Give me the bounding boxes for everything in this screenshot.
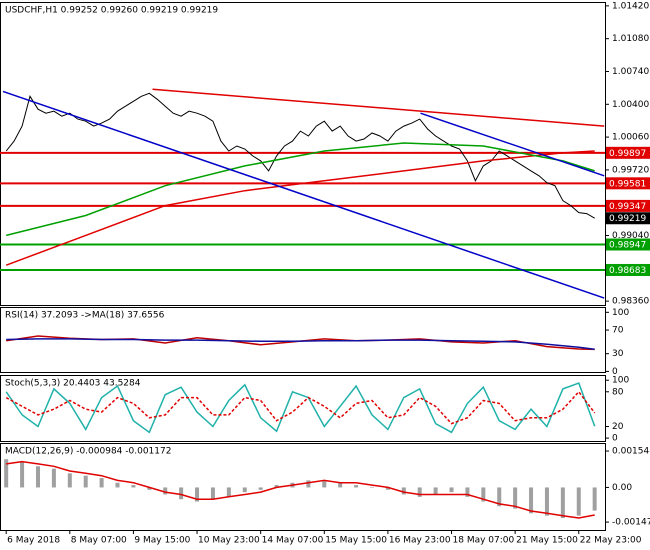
histogram-bar — [544, 487, 549, 516]
histogram-bar — [481, 487, 486, 502]
histogram-bar — [163, 487, 168, 495]
level-label: 0.99347 — [609, 202, 646, 212]
histogram-bar — [115, 482, 120, 488]
level-label: 0.99581 — [609, 179, 646, 189]
y-tick-label: 1.01080 — [612, 34, 649, 44]
y-tick-label: 0.99040 — [612, 231, 649, 241]
series-line — [6, 460, 595, 519]
panel-title: USDCHF,H1 0.99252 0.99260 0.99219 0.9921… — [5, 6, 218, 16]
last-price-label: 0.99219 — [609, 214, 646, 224]
histogram-bar — [4, 459, 9, 488]
x-tick-label: 15 May 15:00 — [325, 536, 387, 546]
histogram-bar — [385, 487, 390, 490]
series-line — [5, 390, 596, 425]
panel-title: Stoch(5,3,3) 20.4403 43.5284 — [5, 379, 141, 389]
histogram-bar — [99, 478, 104, 488]
x-tick-label: 6 May 2018 — [7, 536, 60, 546]
x-tick-label: 16 May 23:00 — [389, 536, 451, 546]
level-tag — [606, 263, 650, 276]
panel-frame — [0, 375, 606, 442]
histogram-bar — [306, 480, 311, 488]
x-tick-label: 22 May 23:00 — [580, 536, 642, 546]
series-line — [6, 142, 595, 237]
panel-title: RSI(14) 37.2093 ->MA(18) 37.6556 — [5, 311, 165, 321]
level-tag — [606, 177, 650, 190]
histogram-bar — [147, 487, 152, 490]
histogram-bar — [369, 487, 374, 488]
panel-frame — [0, 443, 606, 531]
histogram-bar — [258, 487, 263, 490]
level-label: 0.98683 — [609, 266, 646, 276]
histogram-bar — [465, 487, 470, 497]
histogram-bar — [592, 487, 597, 511]
series-line — [6, 338, 595, 350]
y-tick-label: 1.00740 — [612, 67, 649, 77]
histogram-bar — [401, 487, 406, 495]
histogram-bar — [35, 466, 40, 488]
x-tick-label: 9 May 15:00 — [134, 536, 190, 546]
level-label: 0.98947 — [609, 240, 646, 250]
histogram-bar — [338, 482, 343, 488]
series-line — [152, 88, 605, 127]
level-tag — [606, 199, 650, 212]
series-line — [5, 382, 596, 434]
x-tick-label: 8 May 07:00 — [71, 536, 127, 546]
histogram-bar — [195, 487, 200, 502]
histogram-bar — [83, 475, 88, 488]
panel-frame — [0, 307, 606, 373]
histogram-bar — [560, 487, 565, 519]
histogram-bar — [513, 487, 518, 509]
panel-frame — [0, 2, 606, 306]
histogram-bar — [576, 487, 581, 516]
y-tick-label: 70 — [612, 326, 624, 336]
y-tick-label: 1.00060 — [612, 133, 649, 143]
y-tick-label: 0.98360 — [612, 297, 649, 307]
x-tick-label: 10 May 23:00 — [198, 536, 260, 546]
x-tick-label: 21 May 15:00 — [516, 536, 578, 546]
y-tick-label: 100 — [612, 376, 629, 386]
histogram-bar — [354, 485, 359, 488]
histogram-bar — [497, 487, 502, 507]
histogram-bar — [210, 487, 215, 500]
histogram-bar — [226, 487, 231, 497]
y-tick-label: 100 — [612, 308, 629, 318]
histogram-bar — [242, 487, 247, 493]
panel-title: MACD(12,26,9) -0.000984 -0.001172 — [5, 447, 171, 457]
level-tag — [606, 146, 650, 159]
y-tick-label: 20 — [612, 422, 624, 432]
y-tick-label: -0.001473 — [612, 518, 650, 528]
y-tick-label: 0 — [612, 434, 618, 444]
histogram-bar — [67, 473, 72, 488]
level-tag — [606, 238, 650, 251]
histogram-bar — [179, 487, 184, 500]
y-tick-label: 0.00 — [612, 483, 632, 493]
x-tick-label: 14 May 07:00 — [262, 536, 324, 546]
y-tick-label: 1.01420 — [612, 1, 649, 11]
histogram-bar — [20, 461, 25, 488]
series-line — [6, 335, 595, 351]
y-tick-label: 0 — [612, 367, 618, 377]
series-line — [5, 150, 595, 266]
y-tick-label: 0.99720 — [612, 165, 649, 175]
level-label: 0.99897 — [609, 149, 646, 159]
y-tick-label: 1.00400 — [612, 100, 649, 110]
histogram-bar — [322, 480, 327, 488]
histogram-bar — [433, 487, 438, 495]
series-line — [420, 112, 605, 177]
series-line — [2, 90, 605, 299]
last-price-tag — [606, 212, 650, 225]
y-tick-label: 30 — [612, 349, 624, 359]
histogram-bar — [529, 487, 534, 514]
histogram-bar — [131, 485, 136, 488]
x-tick-label: 18 May 07:00 — [453, 536, 515, 546]
y-tick-label: 80 — [612, 387, 624, 397]
series-line — [5, 92, 595, 219]
histogram-bar — [449, 487, 454, 493]
histogram-bar — [417, 487, 422, 497]
histogram-bar — [274, 485, 279, 488]
y-tick-label: 0.001548 — [612, 447, 650, 457]
histogram-bar — [51, 468, 56, 488]
